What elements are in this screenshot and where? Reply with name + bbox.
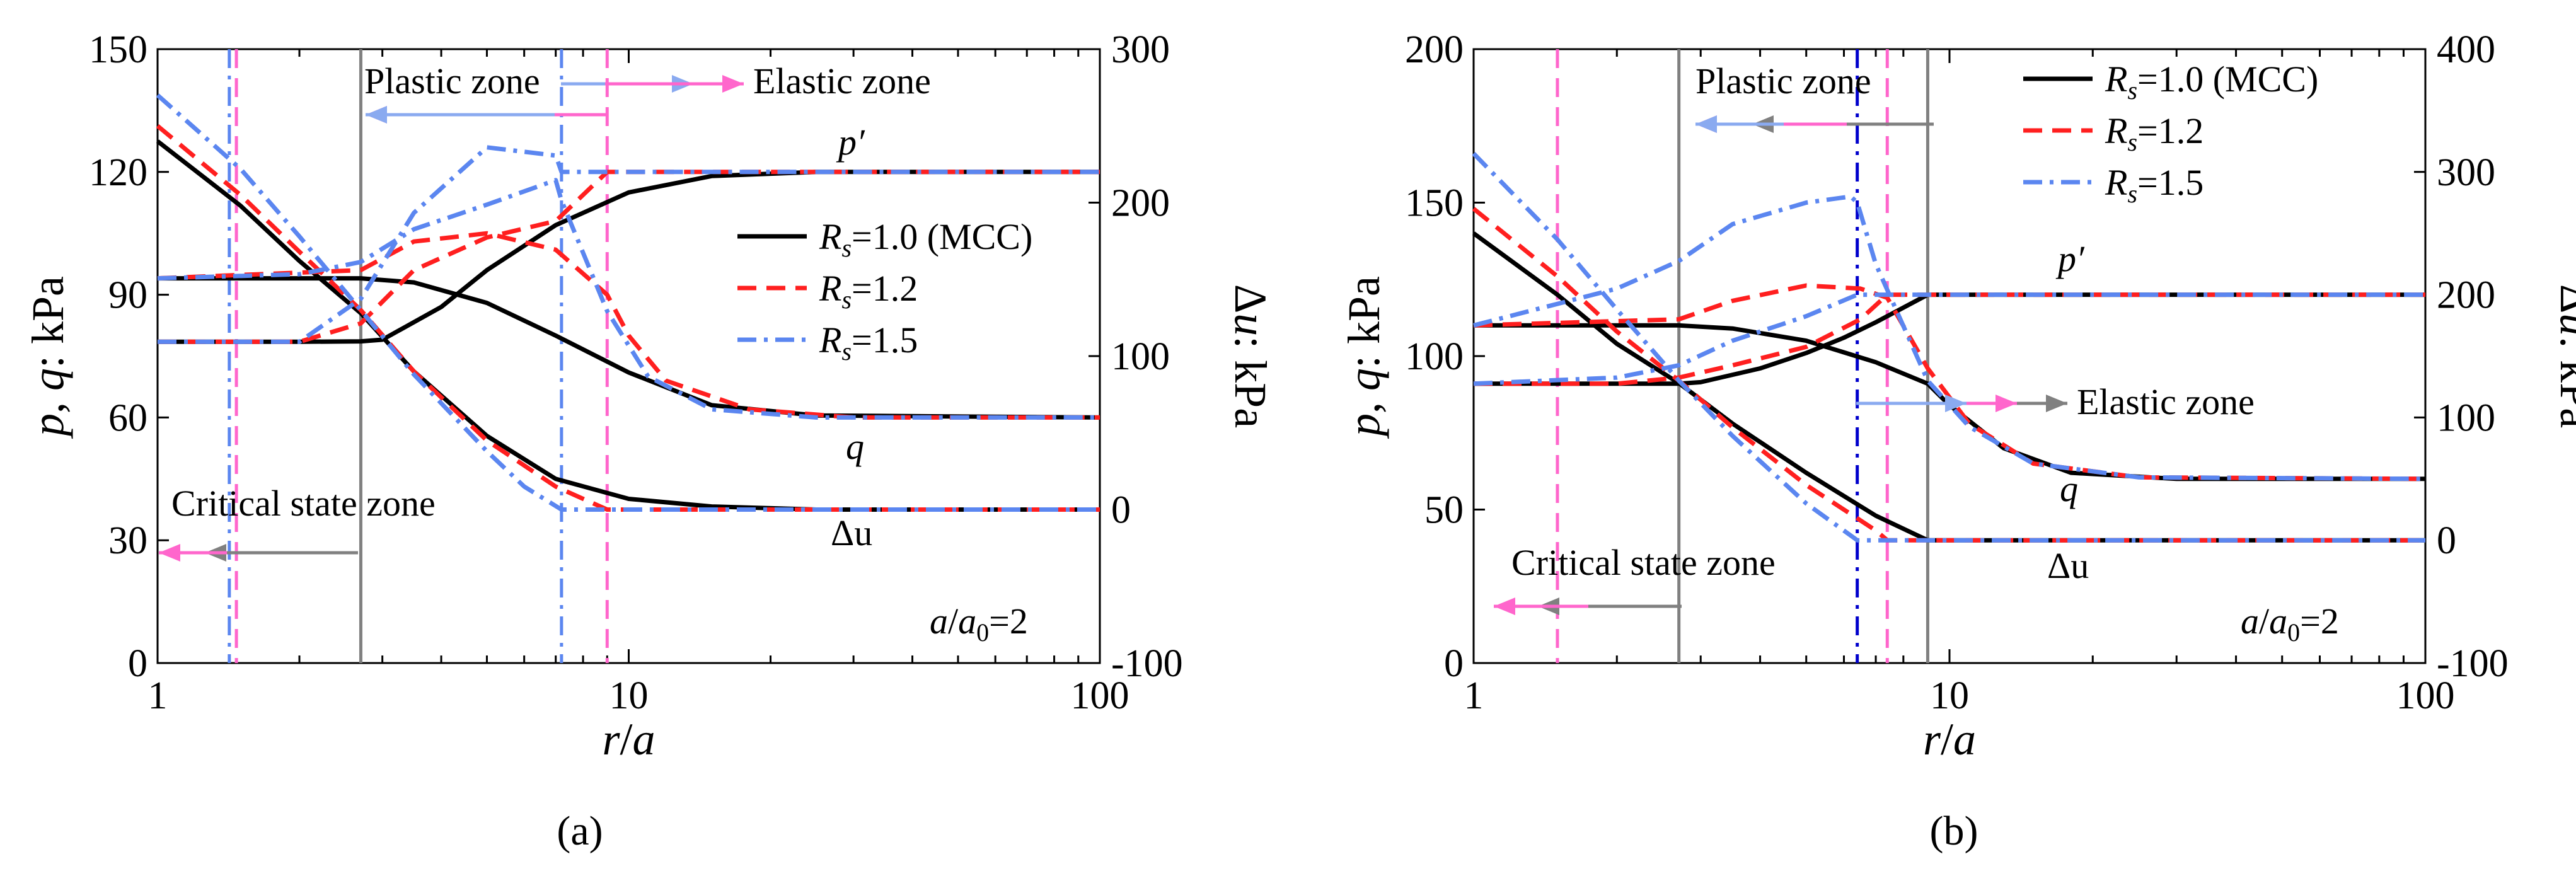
y-right-tick-label: 400 [2437,28,2495,71]
series-line [158,145,1100,344]
y-right-tick-label: 0 [2437,519,2456,562]
series-line [1472,207,2425,543]
series-line [157,231,1100,420]
panel-b: 1 10 100 0 50 100 150 200 -100 0 100 200 300 400 r/a p,… [1339,28,2576,765]
elastic-arrow-gray-head [2046,395,2067,412]
series-line [1474,292,2425,386]
y-right-tick-label: -100 [1111,642,1183,685]
x-axis-label: r/a [1923,714,1976,765]
ratio-label: a/a0=2 [930,601,1028,647]
y-left-tick-label: 150 [89,28,147,71]
elastic-arrow-pink-head [722,75,744,93]
curve-label-q: q [2060,468,2078,509]
curve-label-q: q [846,426,864,467]
y-left-axis-label: p, q: kPa [1339,276,1389,439]
y-right-tick-label: 200 [2437,274,2495,317]
caption-a: (a) [557,808,603,854]
y-left-tick-label: 0 [128,642,147,685]
plot-frame [156,48,1101,664]
legend-label: Rs=1.0 (MCC) [819,216,1032,262]
x-tick-label: 10 [1930,674,1969,717]
y-right-tick-label: 300 [2437,151,2495,194]
elastic-arrow-blue-head [1945,395,1967,412]
legend-label: Rs=1.5 [2105,162,2203,208]
legend-label: Rs=1.5 [819,320,918,366]
elastic-zone-label: Elastic zone [2077,381,2255,422]
y-left-axis-label: p, q: kPa [23,276,73,439]
ratio-label: a/a0=2 [2241,601,2339,647]
legend-label: Rs=1.2 [2105,110,2203,156]
y-right-tick-label: 100 [2437,396,2495,439]
y-left-tick-label: 30 [108,519,147,562]
x-tick-label: 1 [148,674,168,717]
y-left-tick-label: 120 [89,151,147,194]
series-line [1473,194,2426,482]
y-left-tick-label: 90 [108,274,147,317]
series-line [1472,231,2425,543]
y-right-axis-label: Δu: kPa [2551,284,2576,428]
critical-arrow-pink-head [1494,597,1515,615]
panel-a: 1 10 100 0 30 60 90 120 150 -100 0 100 200 300 r/a p, q… [23,28,1276,765]
x-axis-label: r/a [602,714,655,765]
legend-label: Rs=1.2 [819,268,918,314]
plastic-arrow-blue-head [1695,115,1717,133]
critical-zone-label: Critical state zone [171,483,436,524]
series-line [1473,292,2425,386]
y-left-tick-label: 60 [108,396,147,439]
series-line [156,139,1100,512]
caption-b: (b) [1930,808,1978,854]
y-right-tick-label: 0 [1111,489,1131,532]
elastic-zone-label: Elastic zone [753,61,931,101]
y-left-tick-label: 150 [1405,182,1464,225]
y-left-tick-label: 0 [1444,642,1464,685]
series-line [158,170,1100,344]
plastic-arrow-blue-head [366,106,387,124]
y-left-tick-label: 50 [1424,489,1464,532]
legend-label: Rs=1.0 (MCC) [2105,59,2318,105]
elastic-arrow-pink-head [1996,395,2017,412]
y-left-tick-label: 100 [1405,335,1464,378]
critical-zone-label: Critical state zone [1511,542,1776,583]
y-right-tick-label: -100 [2437,642,2509,685]
x-tick-label: 100 [1071,674,1129,717]
series-line [156,93,1100,512]
y-right-tick-label: 200 [1111,182,1170,225]
y-right-tick-label: 300 [1111,28,1170,71]
x-tick-label: 10 [609,674,649,717]
series-line [156,124,1100,512]
curve-label-du: Δu [2047,545,2089,586]
x-tick-label: 100 [2396,674,2455,717]
y-right-axis-label: Δu: kPa [1225,284,1276,428]
series-line [158,170,1100,344]
critical-arrow-pink-head [159,544,180,562]
plastic-zone-label: Plastic zone [364,61,540,101]
series-line [158,276,1100,420]
curve-label-du: Δu [831,512,872,553]
y-left-tick-label: 200 [1405,28,1464,71]
series-line [157,178,1100,420]
series-line [1474,292,2425,386]
series-line [1472,152,2425,543]
x-tick-label: 1 [1464,674,1484,717]
curve-label-p: p′ [2055,238,2085,279]
y-right-tick-label: 100 [1111,335,1170,378]
curve-label-p: p′ [836,122,865,163]
plastic-zone-label: Plastic zone [1695,61,1871,101]
